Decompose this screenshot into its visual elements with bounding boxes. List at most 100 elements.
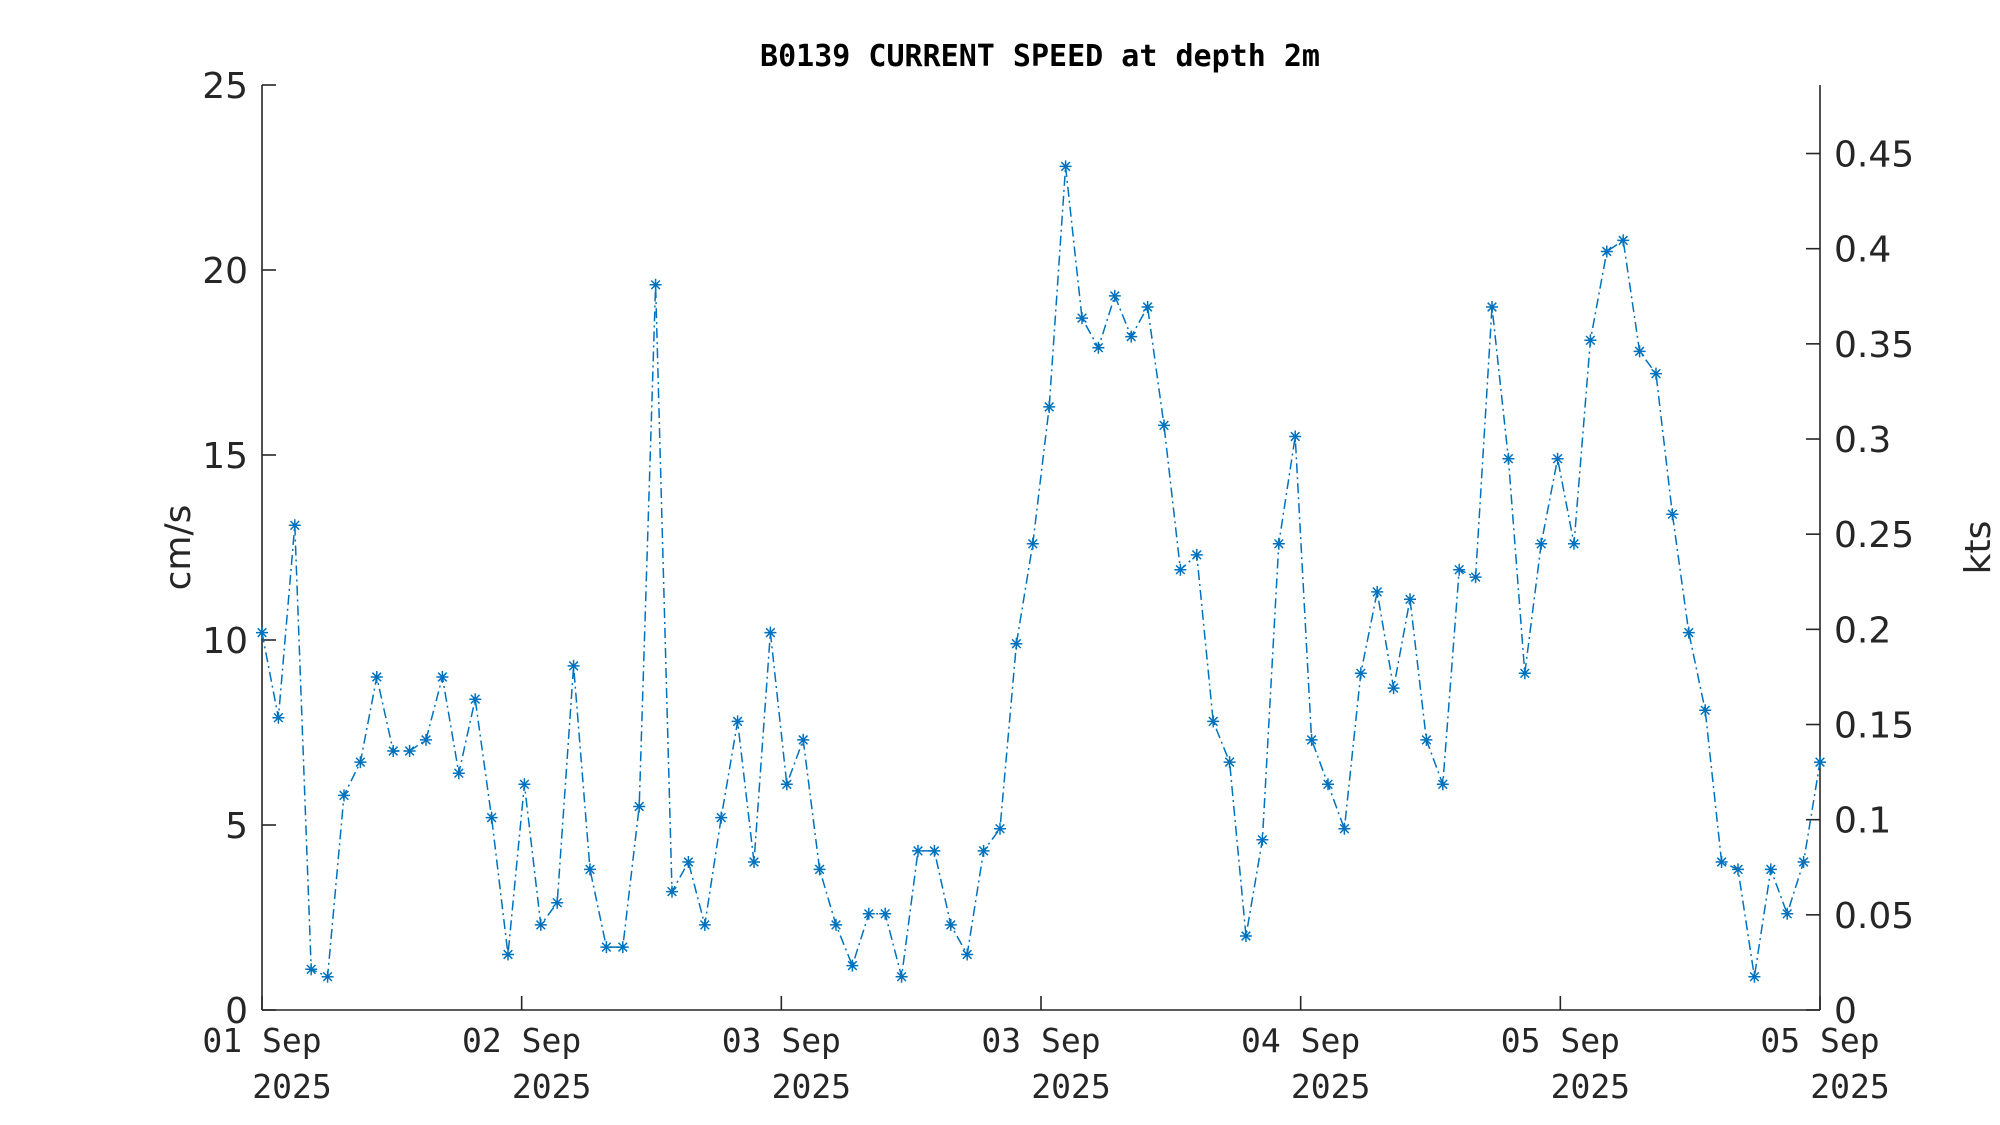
- data-point: [682, 856, 695, 868]
- data-point: [1190, 548, 1203, 561]
- data-point: [567, 659, 580, 672]
- data-point: [830, 918, 842, 931]
- data-point: [1699, 704, 1712, 717]
- data-point: [1453, 563, 1466, 576]
- x-tick-label-year: 2025: [772, 1067, 851, 1106]
- data-point: [1781, 907, 1794, 920]
- data-point: [1436, 778, 1449, 791]
- y-tick-label-right: 0.45: [1834, 135, 1914, 176]
- data-point: [1010, 637, 1023, 650]
- data-point: [633, 800, 646, 813]
- data-point: [1108, 289, 1121, 302]
- x-tick-label-year: 2025: [512, 1067, 591, 1106]
- data-point: [338, 789, 350, 802]
- x-tick-label-year: 2025: [252, 1067, 331, 1106]
- y-tick-label-left: 25: [202, 66, 248, 107]
- y-tick-label-left: 0: [225, 991, 248, 1032]
- data-point: [1600, 245, 1613, 258]
- data-point: [928, 844, 941, 857]
- data-point: [1633, 345, 1646, 358]
- data-point: [1371, 585, 1384, 598]
- data-point: [305, 963, 318, 976]
- data-point: [1584, 334, 1597, 347]
- data-point: [1059, 160, 1072, 173]
- x-tick-label-year: 2025: [1551, 1067, 1630, 1106]
- data-point: [1387, 682, 1400, 695]
- data-point: [797, 733, 810, 746]
- y-tick-label-left: 5: [225, 806, 248, 847]
- y-tick-label-right: 0.1: [1834, 801, 1891, 842]
- y-axis-label-right: kts: [1958, 521, 1999, 575]
- data-point: [780, 778, 793, 791]
- data-point: [961, 948, 974, 961]
- y-tick-label-left: 10: [202, 621, 248, 662]
- data-point: [748, 856, 760, 868]
- data-point: [387, 745, 400, 757]
- data-point: [895, 970, 908, 983]
- data-point: [452, 767, 465, 780]
- y-tick-label-right: 0.05: [1834, 896, 1914, 937]
- data-point: [321, 970, 334, 983]
- y-tick-label-right: 0.15: [1834, 706, 1914, 747]
- data-point: [1617, 234, 1630, 247]
- data-point: [731, 715, 744, 728]
- data-point: [1715, 856, 1728, 868]
- x-tick-label-day: 01 Sep: [202, 1021, 321, 1060]
- x-tick-label-year: 2025: [1810, 1067, 1889, 1106]
- data-point: [1535, 537, 1548, 550]
- data-point: [698, 918, 711, 931]
- data-point: [518, 778, 531, 791]
- y-tick-label-right: 0.25: [1834, 515, 1914, 556]
- data-point: [256, 626, 268, 639]
- data-point: [1354, 667, 1367, 680]
- data-point: [1305, 733, 1318, 746]
- y-tick-label-right: 0.4: [1834, 230, 1891, 271]
- data-point: [1797, 856, 1810, 868]
- data-point: [977, 844, 990, 857]
- x-tick-label-day: 05 Sep: [1760, 1021, 1879, 1060]
- data-point: [1223, 756, 1236, 769]
- data-point: [944, 918, 957, 931]
- y-tick-label-right: 0: [1834, 991, 1857, 1032]
- data-point: [616, 941, 629, 954]
- x-tick-label-day: 05 Sep: [1501, 1021, 1620, 1060]
- data-point: [1092, 341, 1105, 354]
- series-layer: [256, 160, 1826, 983]
- chart-title: B0139 CURRENT SPEED at depth 2m: [760, 39, 1320, 74]
- y-tick-label-right: 0.2: [1834, 610, 1891, 651]
- data-point: [649, 278, 662, 291]
- data-point: [1289, 430, 1302, 443]
- data-point: [1207, 715, 1220, 728]
- data-point: [436, 671, 449, 683]
- data-point: [1141, 301, 1154, 313]
- data-point: [1076, 312, 1088, 325]
- data-point: [288, 519, 301, 532]
- y-tick-label-right: 0.3: [1834, 420, 1891, 461]
- x-tick-label-day: 04 Sep: [1241, 1021, 1360, 1060]
- data-point: [1682, 626, 1695, 639]
- data-point: [1732, 863, 1744, 876]
- data-point: [551, 896, 564, 909]
- data-point: [666, 885, 678, 898]
- data-point: [534, 918, 547, 931]
- data-point: [1158, 419, 1170, 432]
- data-point: [1026, 537, 1039, 550]
- data-point: [813, 863, 826, 876]
- data-point: [1240, 930, 1252, 942]
- data-point: [1322, 778, 1334, 791]
- data-point: [1469, 571, 1482, 584]
- x-tick-label-day: 02 Sep: [462, 1021, 581, 1060]
- data-point: [1666, 508, 1679, 521]
- data-point: [1404, 593, 1416, 606]
- data-point: [912, 844, 924, 857]
- axes: 051015202500.050.10.150.20.250.30.350.40…: [202, 66, 1914, 1106]
- data-point: [1518, 667, 1531, 680]
- data-point: [1502, 452, 1515, 465]
- data-point: [879, 907, 892, 920]
- data-point: [1814, 756, 1826, 769]
- series-line: [261, 166, 1821, 978]
- data-point: [1748, 970, 1761, 983]
- data-point: [846, 959, 859, 972]
- data-point: [600, 941, 613, 954]
- data-point: [420, 733, 432, 746]
